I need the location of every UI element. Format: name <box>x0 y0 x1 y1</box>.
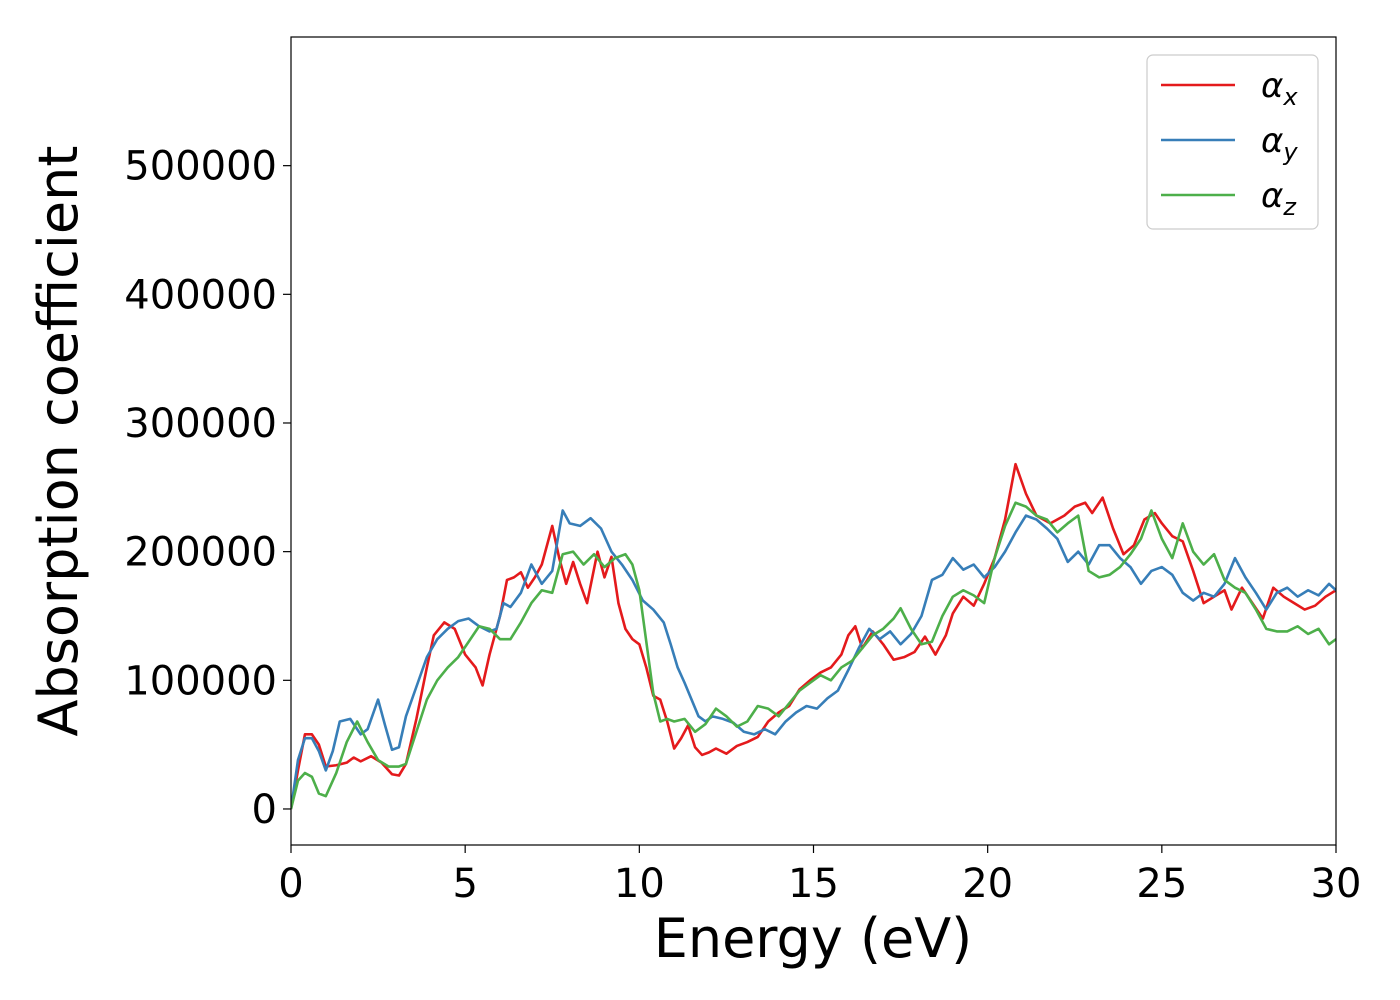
x-tick-label: 20 <box>962 861 1013 907</box>
x-tick-label: 5 <box>452 861 477 907</box>
x-axis-label: Energy (eV) <box>654 907 973 970</box>
x-tick-label: 25 <box>1136 861 1187 907</box>
x-axis: 0 5 10 15 20 25 30 <box>278 845 1361 907</box>
x-tick-label: 15 <box>788 861 839 907</box>
series-line-αz <box>291 501 1336 810</box>
y-tick-label: 0 <box>252 787 277 833</box>
series-lines <box>291 462 1336 810</box>
y-tick-label: 300000 <box>124 401 277 447</box>
y-axis: 0 100000 200000 300000 400000 500000 <box>124 144 291 833</box>
x-tick-label: 10 <box>614 861 665 907</box>
y-tick-label: 100000 <box>124 658 277 704</box>
legend: αx αy αz <box>1146 54 1319 230</box>
y-axis-label: Absorption coefficient <box>27 146 90 737</box>
y-tick-label: 400000 <box>124 272 277 318</box>
legend-label: αz <box>1261 176 1297 221</box>
x-tick-label: 0 <box>278 861 303 907</box>
legend-label: αx <box>1261 66 1298 111</box>
series-line-αy <box>291 509 1336 810</box>
x-tick-label: 30 <box>1311 861 1362 907</box>
legend-label: αy <box>1261 121 1298 166</box>
series-line-αx <box>291 462 1336 810</box>
legend-box <box>1146 54 1319 230</box>
y-tick-label: 500000 <box>124 144 277 190</box>
y-tick-label: 200000 <box>124 530 277 576</box>
